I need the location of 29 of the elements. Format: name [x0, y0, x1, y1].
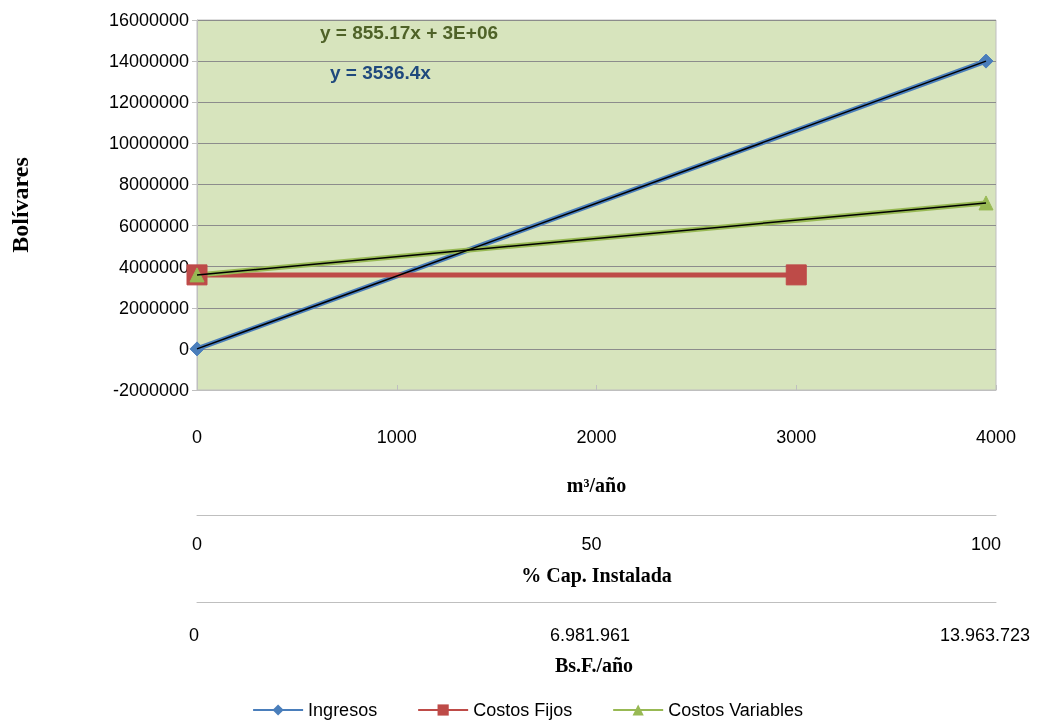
y-tick-label: 10000000 [108, 133, 189, 154]
text: 13.963.723 [939, 625, 1031, 645]
y-tick-label: 2000000 [118, 297, 189, 318]
x2-tick-label: 50 [581, 534, 602, 554]
legend-label: Costos Fijos [473, 700, 573, 720]
text: 6.981.961 [549, 625, 631, 645]
y-tick-label: 4000000 [118, 256, 189, 277]
text: Bs.F./año [554, 654, 634, 676]
x-axis-title: m³/año [566, 474, 627, 496]
legend-label: Ingresos [308, 700, 378, 720]
x2-tick-label: 0 [191, 534, 203, 554]
x-tick-label: 1000 [376, 427, 417, 447]
x2-tick-label: 100 [970, 534, 1001, 554]
x-tick-label: 3000 [776, 427, 817, 447]
annotation: y = 3536.4x [330, 61, 432, 83]
y-tick-label: 6000000 [118, 215, 189, 236]
y-axis-title: Bolívares [7, 157, 33, 253]
y-tick-label: 12000000 [108, 92, 189, 113]
annotation: y = 855.17x + 3E+06 [320, 21, 499, 43]
x-tick-label: 2000 [576, 427, 617, 447]
y-tick-label: 0 [178, 338, 189, 359]
x-tick-label: 4000 [975, 427, 1017, 447]
x2-axis-title: % Cap. Instalada [521, 564, 672, 587]
y-tick-label: 14000000 [108, 51, 189, 72]
x-tick-label: 0 [191, 427, 203, 447]
legend-label: Costos Variables [668, 700, 803, 720]
y-tick-label: -2000000 [112, 380, 189, 400]
y-tick-label: 16000000 [108, 10, 189, 30]
y-tick-label: 8000000 [118, 174, 189, 195]
